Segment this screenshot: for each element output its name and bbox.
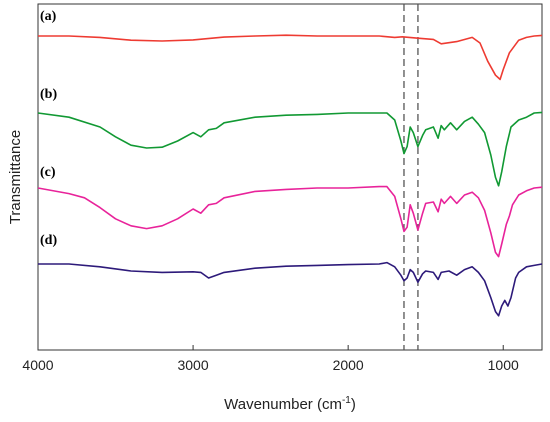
series-line-3 [37,185,543,258]
x-tick-label-2: 3000 [177,357,208,373]
series-labels: (a) (b) (c) (d) [40,9,57,248]
series-label-1: (a) [40,9,57,24]
series-line-2 [37,111,543,187]
x-tick-label-1: 4000 [22,357,53,373]
series-label-2: (b) [40,87,57,102]
plot-frame [37,3,543,351]
x-tick-label-3: 2000 [333,357,364,373]
series-line-4 [38,261,543,317]
x-axis-title: Wavenumber (cm-1) [224,395,356,413]
x-axis-ticks: 4000 3000 2000 1000 [22,345,519,373]
y-axis-title: Transmittance [7,130,24,224]
series-label-4: (d) [40,233,57,248]
series-label-3: (c) [40,165,56,180]
x-tick-label-4: 1000 [488,357,519,373]
series-line-1 [38,34,543,81]
reference-lines [403,4,419,350]
series-group [37,34,543,317]
